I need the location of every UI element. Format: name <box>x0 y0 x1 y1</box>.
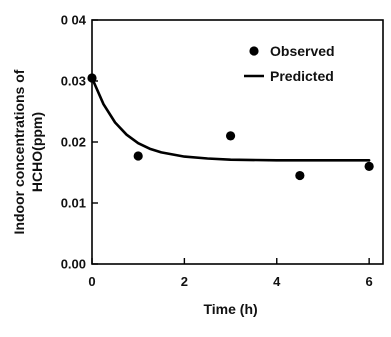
observed-point <box>133 151 143 161</box>
y-tick-label: 0.02 <box>61 135 86 150</box>
x-tick-label: 6 <box>366 274 373 289</box>
y-axis-label-line: Indoor concentrations of <box>11 69 27 234</box>
y-axis-ticks: 0.00 0.01 0.02 0.03 0 04 <box>61 13 98 272</box>
legend-marker-symbol <box>249 46 259 56</box>
y-tick-label: 0.00 <box>61 257 86 272</box>
observed-point <box>364 161 374 171</box>
legend: Observed Predicted <box>244 43 335 84</box>
y-axis-label-line: HCHO(ppm) <box>29 112 45 192</box>
series-lines <box>90 76 371 162</box>
x-axis-ticks: 0 2 4 6 <box>88 258 373 289</box>
y-tick-label: 0 04 <box>61 13 87 28</box>
y-axis-label: Indoor concentrations of HCHO(ppm) <box>11 69 45 234</box>
predicted-line <box>90 76 371 162</box>
y-tick-label: 0.03 <box>61 74 86 89</box>
x-tick-label: 4 <box>273 274 281 289</box>
observed-point <box>87 73 97 83</box>
legend-label: Observed <box>270 43 335 59</box>
series-points <box>87 73 374 181</box>
observed-point <box>225 131 236 141</box>
x-tick-label: 2 <box>181 274 188 289</box>
x-axis-label: Time (h) <box>203 301 257 317</box>
y-tick-label: 0.01 <box>61 196 86 211</box>
legend-label: Predicted <box>270 68 334 84</box>
observed-point <box>295 170 305 181</box>
x-tick-label: 0 <box>88 274 95 289</box>
